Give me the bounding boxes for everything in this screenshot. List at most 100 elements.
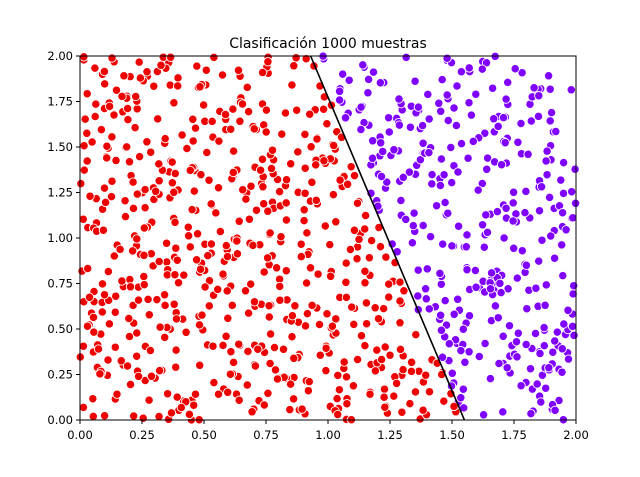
data-point-class-right <box>536 182 547 192</box>
data-point-class-right <box>401 214 411 225</box>
data-point-class-left <box>281 175 292 185</box>
data-point-class-left <box>322 309 332 319</box>
data-point-class-right <box>477 64 487 74</box>
data-point-class-left <box>266 163 277 174</box>
data-point-class-right <box>449 309 459 319</box>
data-point-class-left <box>145 345 156 356</box>
data-point-class-right <box>409 208 419 218</box>
data-point-class-right <box>435 180 446 191</box>
data-point-class-left <box>80 114 90 124</box>
data-point-class-left <box>132 328 142 338</box>
data-point-class-right <box>539 322 549 333</box>
data-point-class-left <box>265 228 275 238</box>
data-point-class-right <box>446 142 456 153</box>
data-point-class-left <box>195 360 205 370</box>
data-point-class-right <box>568 213 578 223</box>
data-point-class-right <box>470 265 481 276</box>
data-point-class-left <box>376 354 387 365</box>
data-point-class-left <box>211 208 221 218</box>
data-point-class-left <box>320 221 330 231</box>
data-point-class-left <box>341 372 352 382</box>
y-axis: 0.00 0.25 0.50 0.75 1.00 1.25 1.50 1.75 2.00 <box>47 49 80 427</box>
data-point-class-right <box>376 171 387 182</box>
data-point-class-right <box>550 405 560 415</box>
data-point-class-left <box>318 104 329 114</box>
data-point-class-left <box>395 344 406 355</box>
data-point-class-left <box>196 169 206 180</box>
data-point-class-left <box>99 290 110 300</box>
data-point-class-left <box>300 321 311 331</box>
data-point-class-left <box>117 276 127 286</box>
data-point-class-right <box>449 103 459 113</box>
data-point-class-right <box>435 310 446 320</box>
data-point-class-left <box>183 231 194 241</box>
data-point-class-right <box>401 52 411 63</box>
data-point-class-right <box>563 354 574 364</box>
data-point-class-left <box>292 105 302 115</box>
data-point-class-left <box>124 313 134 324</box>
data-point-class-left <box>221 240 231 251</box>
data-point-class-left <box>398 364 408 375</box>
data-point-class-left <box>397 407 407 417</box>
data-point-class-left <box>159 290 170 300</box>
data-point-class-left <box>381 252 391 262</box>
data-point-class-left <box>78 214 88 224</box>
data-point-class-left <box>125 379 136 390</box>
data-point-class-left <box>171 362 181 372</box>
data-point-class-left <box>142 67 152 77</box>
data-point-class-left <box>198 100 209 110</box>
data-point-class-left <box>222 286 232 296</box>
data-point-class-right <box>375 78 386 88</box>
data-point-class-left <box>202 147 212 158</box>
data-point-class-right <box>453 167 463 177</box>
data-point-class-left <box>361 319 372 329</box>
data-point-class-left <box>257 67 268 78</box>
data-point-class-right <box>542 170 552 180</box>
data-point-class-left <box>173 81 183 91</box>
data-point-class-right <box>453 221 464 231</box>
data-point-class-left <box>278 344 289 354</box>
data-point-class-left <box>242 82 252 93</box>
data-point-class-left <box>117 91 127 102</box>
data-point-class-right <box>558 157 569 168</box>
data-point-class-left <box>170 270 180 280</box>
data-point-class-right <box>557 344 567 354</box>
data-point-class-right <box>536 397 546 407</box>
data-point-class-left <box>234 339 244 349</box>
data-point-class-left <box>411 329 421 340</box>
data-point-class-left <box>162 270 172 280</box>
data-point-class-left <box>334 385 345 395</box>
y-tick-label: 0.00 <box>47 413 73 427</box>
data-point-class-left <box>305 109 315 119</box>
x-tick-label: 0.75 <box>253 428 279 442</box>
data-point-class-right <box>516 118 526 129</box>
data-point-class-right <box>557 240 567 250</box>
data-point-class-right <box>396 195 406 206</box>
data-point-class-right <box>367 153 378 163</box>
data-point-class-left <box>122 361 133 371</box>
data-point-class-right <box>420 284 431 294</box>
data-point-class-left <box>91 99 101 109</box>
data-point-class-right <box>344 75 354 85</box>
boundary-line-layer <box>309 55 466 421</box>
data-point-class-left <box>384 292 394 302</box>
data-point-class-left <box>190 389 201 399</box>
data-point-class-left <box>140 203 150 213</box>
data-point-class-left <box>170 168 180 179</box>
data-point-class-right <box>504 321 515 331</box>
data-point-class-left <box>206 199 216 209</box>
data-point-class-right <box>534 206 545 216</box>
data-point-class-right <box>356 102 366 112</box>
y-tick-label: 1.50 <box>47 140 73 154</box>
data-point-class-left <box>78 341 89 351</box>
data-point-class-left <box>301 54 311 64</box>
data-point-class-left <box>360 278 370 288</box>
data-point-class-left <box>333 370 343 381</box>
data-point-class-right <box>458 324 468 334</box>
data-point-class-left <box>200 282 210 292</box>
data-point-class-right <box>453 294 463 304</box>
data-point-class-right <box>554 395 564 406</box>
data-point-class-left <box>399 286 409 296</box>
data-point-class-left <box>171 345 181 355</box>
